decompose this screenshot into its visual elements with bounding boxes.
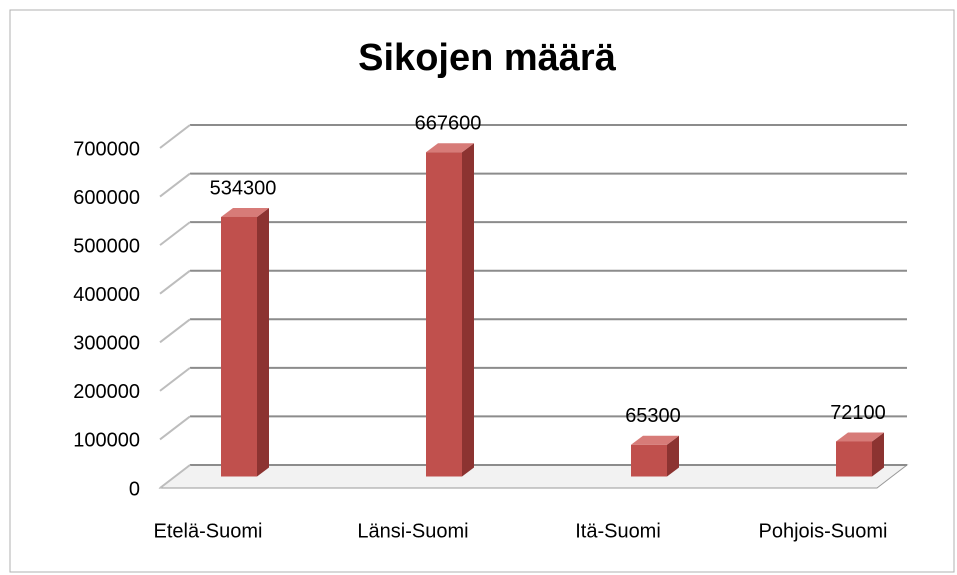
y-tick-label: 400000 bbox=[73, 284, 140, 306]
grid-line-side bbox=[159, 367, 191, 392]
grid-line-side bbox=[159, 124, 191, 149]
y-tick-label: 0 bbox=[129, 478, 140, 500]
grid-line-side bbox=[159, 172, 191, 198]
data-label: 72100 bbox=[830, 402, 886, 424]
data-label: 534300 bbox=[210, 177, 277, 199]
x-tick-label: Länsi-Suomi bbox=[357, 520, 468, 542]
data-label: 667600 bbox=[415, 113, 482, 135]
grid-line-side bbox=[159, 415, 191, 441]
x-tick-label: Etelä-Suomi bbox=[154, 520, 263, 542]
bar-side bbox=[257, 207, 269, 477]
y-tick-label: 300000 bbox=[73, 333, 140, 355]
chart-title: Sikojen määrä bbox=[358, 37, 617, 79]
grid-line-side bbox=[159, 464, 191, 489]
bar-top bbox=[836, 432, 884, 442]
bar-side bbox=[872, 432, 884, 477]
bar-top bbox=[426, 143, 474, 153]
y-tick-label: 700000 bbox=[73, 138, 140, 160]
bar bbox=[631, 444, 667, 477]
y-tick-label: 500000 bbox=[73, 235, 140, 257]
bar-side bbox=[667, 435, 679, 477]
grid-line-side bbox=[159, 318, 191, 344]
grid-line-side bbox=[159, 269, 191, 295]
bar-side bbox=[462, 143, 474, 477]
grid-line-side bbox=[159, 221, 191, 246]
bar bbox=[221, 216, 257, 477]
x-tick-label: Itä-Suomi bbox=[575, 520, 661, 542]
bar-top bbox=[631, 435, 679, 445]
y-tick-label: 200000 bbox=[73, 381, 140, 403]
bar bbox=[836, 441, 872, 477]
floor bbox=[158, 464, 909, 489]
y-tick-label: 600000 bbox=[73, 187, 140, 209]
y-tick-label: 100000 bbox=[73, 430, 140, 452]
bar bbox=[426, 152, 462, 477]
bar-top bbox=[221, 207, 269, 217]
data-label: 65300 bbox=[625, 405, 681, 427]
x-tick-label: Pohjois-Suomi bbox=[759, 520, 888, 542]
